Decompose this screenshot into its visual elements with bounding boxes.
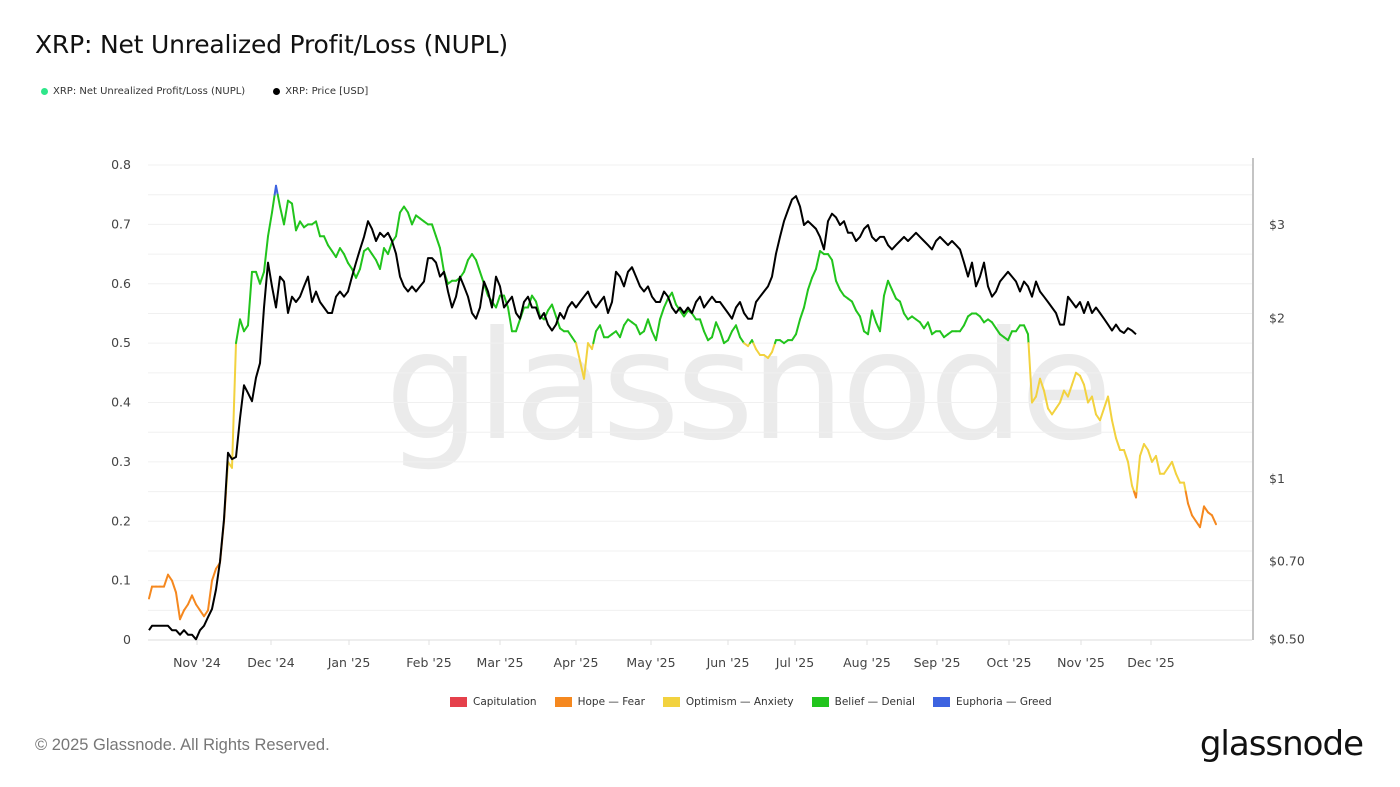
- legend-label-price: XRP: Price [USD]: [285, 86, 369, 97]
- optimism-anxiety-swatch-icon: [662, 697, 680, 707]
- svg-text:0.8: 0.8: [111, 157, 131, 172]
- copyright: © 2025 Glassnode. All Rights Reserved.: [35, 736, 330, 754]
- svg-text:Oct '25: Oct '25: [987, 655, 1032, 670]
- legend-item-price[interactable]: XRP: Price [USD]: [273, 86, 368, 97]
- svg-text:Dec '24: Dec '24: [247, 655, 295, 670]
- zone-legend: Capitulation Hope — Fear Optimism — Anxi…: [450, 696, 1052, 708]
- brand-logo: glassnode: [1199, 724, 1364, 764]
- svg-text:0.6: 0.6: [111, 276, 131, 291]
- zone-label: Euphoria — Greed: [955, 696, 1052, 708]
- svg-text:$2: $2: [1269, 311, 1285, 326]
- svg-text:0.4: 0.4: [111, 395, 131, 410]
- belief-denial-swatch-icon: [811, 697, 829, 707]
- zone-legend-euphoria-greed[interactable]: Euphoria — Greed: [932, 696, 1052, 708]
- price-line: [148, 195, 1137, 641]
- zone-label: Hope — Fear: [577, 696, 645, 708]
- zone-legend-optimism-anxiety[interactable]: Optimism — Anxiety: [662, 696, 794, 708]
- svg-text:$0.50: $0.50: [1269, 631, 1305, 646]
- svg-text:Jul '25: Jul '25: [775, 655, 814, 670]
- zone-legend-belief-denial[interactable]: Belief — Denial: [811, 696, 915, 708]
- svg-text:0: 0: [123, 632, 131, 647]
- zone-label: Capitulation: [473, 696, 537, 708]
- svg-text:Aug '25: Aug '25: [843, 655, 891, 670]
- legend-label-nupl: XRP: Net Unrealized Profit/Loss (NUPL): [53, 86, 246, 97]
- left-y-axis: 0 0.1 0.2 0.3 0.4 0.5 0.6 0.7 0.8: [111, 157, 131, 647]
- euphoria-greed-swatch-icon: [932, 697, 950, 707]
- zone-legend-hope-fear[interactable]: Hope — Fear: [554, 696, 645, 708]
- svg-text:Jan '25: Jan '25: [327, 655, 371, 670]
- svg-text:0.2: 0.2: [111, 513, 131, 528]
- svg-text:Dec '25: Dec '25: [1127, 655, 1175, 670]
- svg-text:Feb '25: Feb '25: [406, 655, 451, 670]
- x-axis: Nov '24 Dec '24 Jan '25 Feb '25 Mar '25 Apr '…: [173, 640, 1175, 670]
- svg-text:$3: $3: [1269, 217, 1285, 232]
- zone-legend-capitulation[interactable]: Capitulation: [450, 696, 537, 708]
- svg-text:0.7: 0.7: [111, 216, 131, 231]
- capitulation-swatch-icon: [450, 697, 467, 707]
- svg-text:$0.70: $0.70: [1269, 553, 1305, 568]
- svg-text:Sep '25: Sep '25: [914, 655, 961, 670]
- zone-label: Belief — Denial: [834, 696, 915, 708]
- nupl-dot-icon: [41, 88, 48, 95]
- svg-text:Nov '24: Nov '24: [173, 655, 221, 670]
- svg-text:Mar '25: Mar '25: [477, 655, 524, 670]
- svg-text:0.5: 0.5: [111, 335, 131, 350]
- zone-label: Optimism — Anxiety: [685, 696, 794, 708]
- right-y-axis: $0.50 $0.70 $1 $2 $3: [1269, 217, 1305, 646]
- hope-fear-swatch-icon: [554, 697, 572, 707]
- svg-text:$1: $1: [1269, 471, 1285, 486]
- chart-title: XRP: Net Unrealized Profit/Loss (NUPL): [35, 30, 508, 59]
- svg-text:Jun '25: Jun '25: [706, 655, 750, 670]
- svg-text:0.3: 0.3: [111, 454, 131, 469]
- legend-item-nupl[interactable]: XRP: Net Unrealized Profit/Loss (NUPL): [41, 86, 245, 97]
- svg-text:May '25: May '25: [626, 655, 675, 670]
- svg-text:0.1: 0.1: [111, 573, 131, 588]
- svg-text:Nov '25: Nov '25: [1057, 655, 1105, 670]
- series-legend: XRP: Net Unrealized Profit/Loss (NUPL) X…: [41, 86, 368, 97]
- price-dot-icon: [273, 88, 281, 95]
- svg-text:Apr '25: Apr '25: [554, 655, 599, 670]
